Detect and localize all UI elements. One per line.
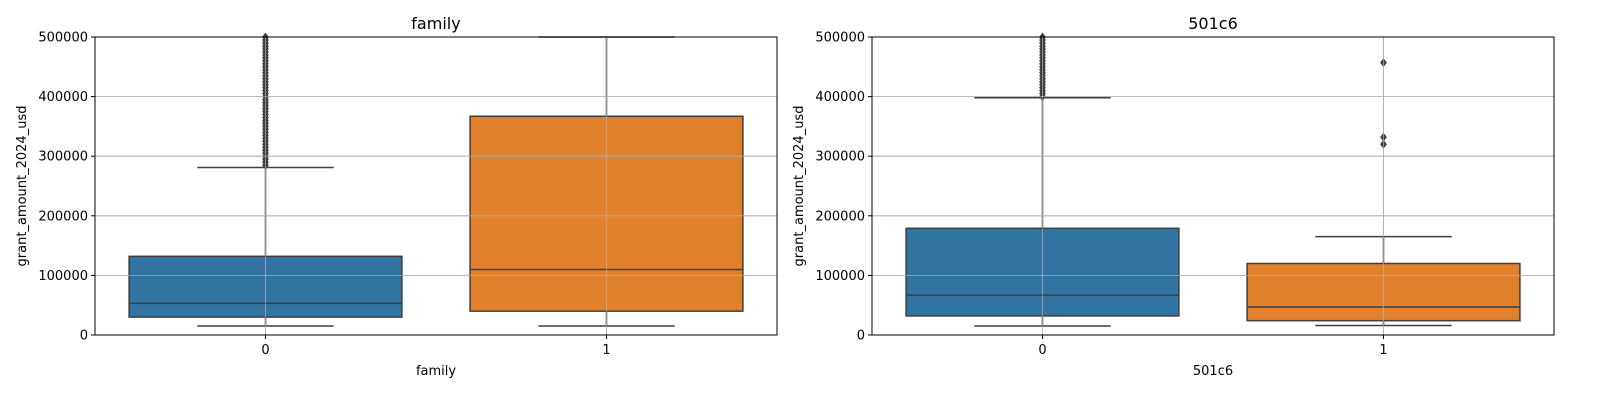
y-tick-label: 400000 <box>38 90 88 105</box>
y-axis-label: grant_amount_2024_usd <box>792 106 807 267</box>
x-axis-label: family <box>416 364 456 379</box>
chart-panel-0: 0 100000 200000 300000 400000 500000 0 1 family f… <box>15 14 778 379</box>
y-tick-label: 200000 <box>38 209 88 224</box>
y-tick-label: 0 <box>857 329 865 344</box>
y-tick-label: 300000 <box>815 150 865 165</box>
x-tick-label: 1 <box>602 343 610 358</box>
y-tick-label: 100000 <box>815 269 865 284</box>
chart-panel-1: 0 100000 200000 300000 400000 500000 0 1 501c6 50… <box>792 14 1555 379</box>
y-tick-label: 0 <box>80 329 88 344</box>
y-tick-label: 300000 <box>38 150 88 165</box>
axes-frame <box>94 36 778 336</box>
axes-frame <box>871 36 1555 336</box>
y-tick-label: 100000 <box>38 269 88 284</box>
y-axis-label: grant_amount_2024_usd <box>15 106 30 267</box>
y-tick-label: 500000 <box>38 31 88 46</box>
y-tick-label: 200000 <box>815 209 865 224</box>
y-tick-label: 400000 <box>815 90 865 105</box>
y-tick-label: 500000 <box>815 31 865 46</box>
chart-title: family <box>411 14 460 33</box>
x-tick-label: 1 <box>1379 343 1387 358</box>
x-tick-label: 0 <box>1038 343 1046 358</box>
x-axis-label: 501c6 <box>1193 364 1233 379</box>
chart-title: 501c6 <box>1188 14 1238 33</box>
x-tick-label: 0 <box>261 343 269 358</box>
